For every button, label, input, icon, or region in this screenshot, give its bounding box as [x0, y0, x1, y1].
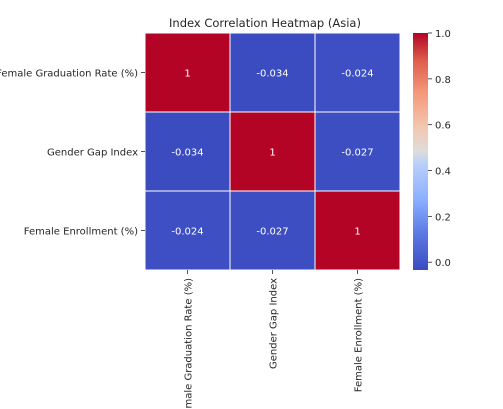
cell-annotation: -0.027	[341, 148, 373, 159]
colorbar	[413, 33, 428, 270]
x-axis-labels: Female Graduation Rate (%) Gender Gap Ind…	[184, 270, 365, 409]
colorbar-tick-label: 0.8	[435, 75, 451, 86]
heatmap-cells: 1 -0.034 -0.024 -0.034 1 -0.027 -0.024 -0.027 1	[144, 32, 401, 271]
cell-annotation: -0.034	[256, 69, 288, 80]
x-tick-label: Female Graduation Rate (%)	[184, 278, 195, 409]
y-tick-label: Gender Gap Index	[47, 148, 138, 159]
y-axis-labels: Female Graduation Rate (%) Gender Gap Ind…	[0, 69, 145, 238]
heatmap-cell	[314, 111, 401, 192]
cell-annotation: 1	[184, 69, 190, 80]
y-tick-label: Female Enrollment (%)	[24, 227, 138, 238]
colorbar-tick-label: 0.2	[435, 212, 451, 223]
cell-annotation: 1	[269, 148, 275, 159]
x-tick-label: Female Enrollment (%)	[354, 278, 365, 392]
heatmap-cell	[144, 32, 231, 113]
heatmap-cell	[229, 111, 316, 192]
y-tick-label: Female Graduation Rate (%)	[0, 69, 138, 80]
cell-annotation: -0.024	[171, 227, 203, 238]
heatmap-cell	[314, 32, 401, 113]
cell-annotation: -0.027	[256, 227, 288, 238]
colorbar-tick-label: 0.0	[435, 258, 451, 269]
colorbar-tick-label: 0.6	[435, 121, 451, 132]
heatmap-cell	[229, 32, 316, 113]
cell-annotation: -0.034	[171, 148, 203, 159]
x-tick-label: Gender Gap Index	[269, 278, 280, 369]
chart-title: Index Correlation Heatmap (Asia)	[169, 16, 361, 30]
colorbar-tick-label: 1.0	[435, 29, 451, 40]
colorbar-tick-label: 0.4	[435, 167, 451, 178]
heatmap-cell	[144, 111, 231, 192]
colorbar-ticks: 1.0 0.8 0.6 0.4 0.2 0.0	[428, 29, 451, 269]
cell-annotation: -0.024	[341, 69, 373, 80]
heatmap-cell	[229, 190, 316, 271]
cell-annotation: 1	[354, 227, 360, 238]
